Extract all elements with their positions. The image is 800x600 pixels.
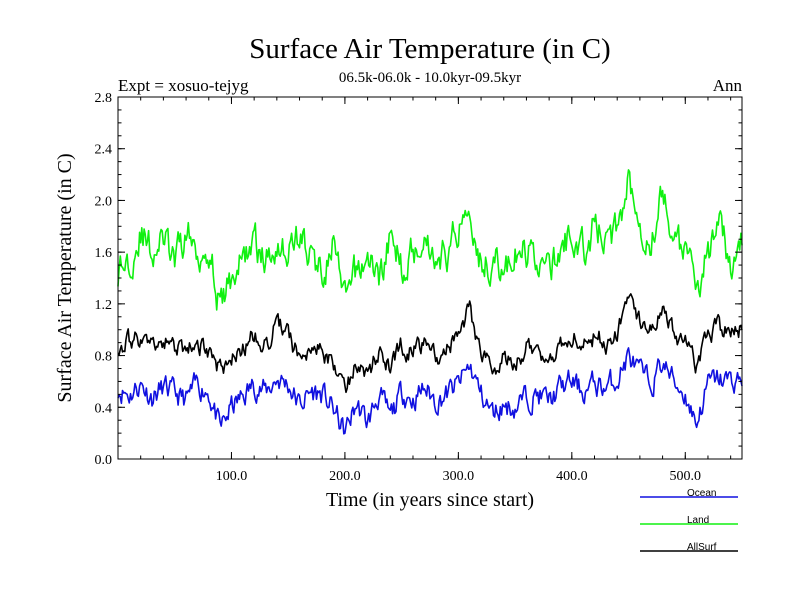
legend-label-allsurf: AllSurf bbox=[687, 542, 717, 553]
x-tick-label: 400.0 bbox=[556, 469, 588, 484]
y-tick-label: 2.0 bbox=[95, 194, 113, 209]
x-tick-label: 300.0 bbox=[443, 469, 475, 484]
y-axis-label: Surface Air Temperature (in C) bbox=[54, 153, 76, 402]
y-tick-label: 0.4 bbox=[95, 401, 113, 416]
y-tick-label: 2.4 bbox=[95, 143, 113, 158]
y-tick-label: 0.8 bbox=[95, 350, 113, 365]
series-line-land bbox=[117, 169, 743, 311]
y-tick-label: 2.8 bbox=[95, 91, 113, 106]
series-line-allsurf bbox=[117, 293, 743, 394]
y-tick-label: 1.6 bbox=[95, 246, 113, 261]
x-tick-label: 500.0 bbox=[670, 469, 702, 484]
expt-label: Expt = xosuo-tejyg bbox=[118, 76, 249, 95]
chart-subtitle: 06.5k-06.0k - 10.0kyr-09.5kyr bbox=[339, 70, 521, 86]
axes: 0.0 0.4 0.8 1.2 1.6 2.0 2.4 2.8 100.0 200.0 300.0 4… bbox=[95, 91, 742, 484]
legend-item-allsurf: AllSurf bbox=[640, 542, 738, 553]
legend-label-land: Land bbox=[687, 515, 709, 526]
series-layer bbox=[117, 169, 743, 435]
legend-item-land: Land bbox=[640, 515, 738, 526]
y-tick-label: 0.0 bbox=[95, 453, 113, 468]
legend: Ocean Land AllSurf bbox=[640, 488, 738, 553]
x-axis-label: Time (in years since start) bbox=[326, 489, 534, 511]
plot-frame bbox=[117, 96, 743, 460]
chart-title: Surface Air Temperature (in C) bbox=[249, 33, 610, 65]
x-tick-label: 200.0 bbox=[329, 469, 361, 484]
season-label: Ann bbox=[713, 76, 743, 95]
x-tick-label: 100.0 bbox=[216, 469, 248, 484]
legend-label-ocean: Ocean bbox=[687, 488, 716, 499]
y-tick-label: 1.2 bbox=[95, 298, 113, 313]
legend-item-ocean: Ocean bbox=[640, 488, 738, 499]
series-line-ocean bbox=[117, 347, 743, 435]
